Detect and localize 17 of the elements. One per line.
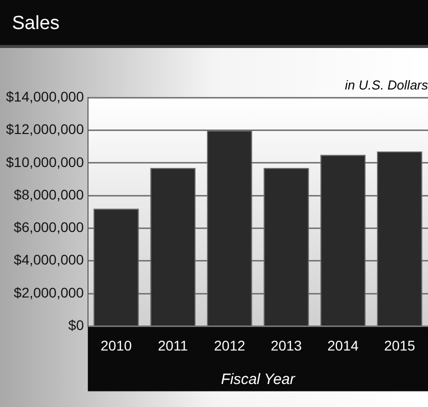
x-tick-label: 2010 [100,337,132,354]
x-tick-label: 2013 [270,337,302,354]
y-tick-label: $14,000,000 [6,88,84,104]
x-tick-label: 2014 [327,337,359,354]
chart-subtitle: in U.S. Dollars [344,77,428,92]
y-tick-label: $2,000,000 [14,284,84,300]
chart-title: Sales [0,0,428,48]
y-tick-label: $8,000,000 [14,186,84,202]
x-tick-label: 2015 [384,337,416,354]
y-tick-label: $4,000,000 [14,252,84,268]
y-tick-label: $10,000,000 [6,154,84,170]
y-tick-label: $12,000,000 [6,121,84,138]
y-tick-label: $6,000,000 [14,219,84,236]
x-axis-title: Fiscal Year [220,371,296,388]
x-tick-label: 2012 [214,337,246,354]
y-tick-label: $0 [68,317,84,334]
x-tick-label: 2011 [158,337,188,354]
